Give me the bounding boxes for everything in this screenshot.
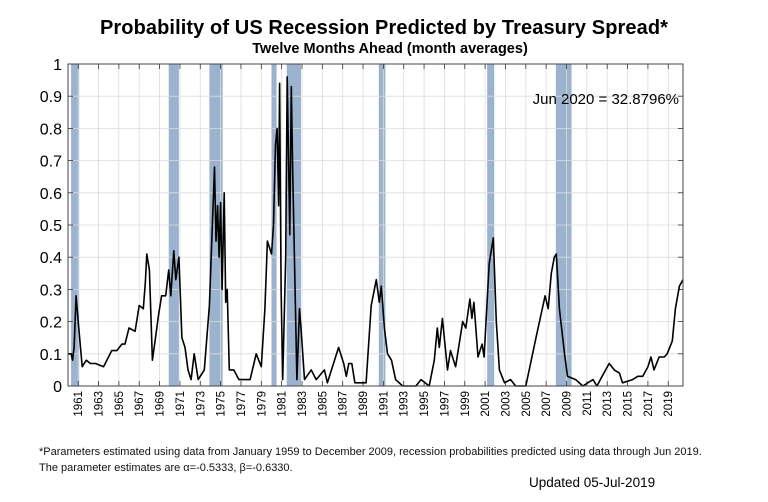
x-tick-label: 2007 [541,391,553,417]
x-tick-label: 2005 [521,391,533,417]
x-tick-label: 2019 [663,391,675,417]
x-tick-label: 2013 [602,391,614,417]
y-tick-label: 0.2 [40,315,62,332]
y-tick-label: 0.6 [40,186,62,203]
plot-frame [67,63,684,387]
x-tick-label: 1997 [439,391,451,417]
x-tick-label: 1961 [73,391,85,417]
y-tick-label: 0.5 [40,218,62,235]
x-tick-label: 2009 [562,391,574,417]
x-tick-label: 1993 [399,391,411,417]
x-tick-label: 1985 [317,391,329,417]
x-tick-label: 1967 [134,391,146,417]
footnote-line2: The parameter estimates are α=-0.5333, β… [39,462,293,474]
x-tick-label: 1975 [216,391,228,417]
x-tick-label: 1991 [378,391,390,417]
x-tick-label: 1969 [155,391,167,417]
chart-title: Probability of US Recession Predicted by… [99,17,669,39]
x-tick-label: 1977 [236,391,248,417]
x-tick-label: 2011 [582,391,594,416]
x-tick-label: 1983 [297,391,309,417]
x-tick-label: 1999 [460,391,472,417]
chart-subtitle: Twelve Months Ahead (month averages) [252,41,528,57]
x-tick-label: 1989 [358,391,370,417]
x-tick-label: 1965 [114,391,126,417]
x-tick-label: 2015 [623,391,635,417]
annotation-latest-value: Jun 2020 = 32.8796% [533,91,679,108]
y-tick-label: 0.7 [40,154,62,171]
x-tick-label: 1971 [175,391,187,417]
x-tick-label: 2001 [480,391,492,417]
y-tick-label: 0.8 [40,121,62,138]
x-tick-label: 1987 [338,391,350,417]
y-tick-label: 0 [53,379,62,396]
x-tick-label: 1979 [256,391,268,417]
x-tick-label: 2003 [500,391,512,417]
y-tick-label: 0.4 [40,250,62,267]
y-tick-label: 1 [53,57,62,74]
x-tick-label: 2017 [643,391,655,417]
x-tick-label: 1981 [277,391,289,417]
x-tick-label: 1973 [195,391,207,417]
probability-line [68,76,684,387]
y-tick-label: 0.1 [40,347,62,364]
updated-date: Updated 05-Jul-2019 [529,475,656,490]
y-tick-label: 0.3 [40,282,62,299]
x-tick-label: 1963 [94,391,106,417]
x-tick-label: 1995 [419,391,431,417]
footnote-line1: *Parameters estimated using data from Ja… [39,446,702,458]
y-tick-label: 0.9 [40,89,62,106]
